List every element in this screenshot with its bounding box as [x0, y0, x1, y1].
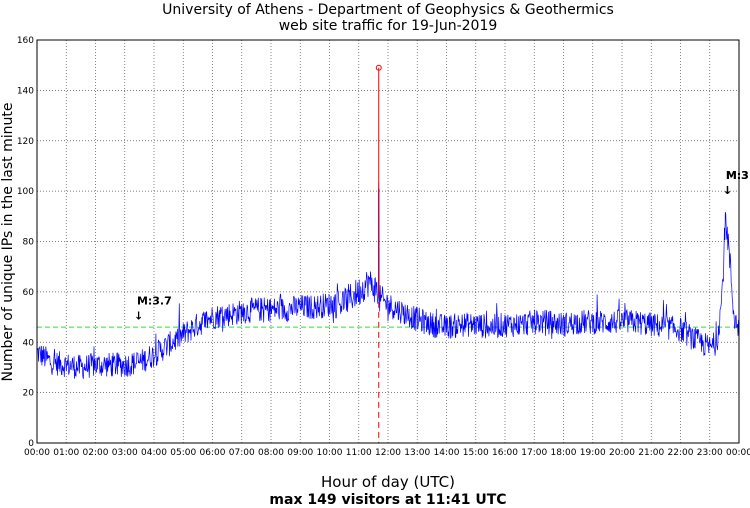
y-tick-label: 0: [28, 439, 34, 449]
x-tick-label: 06:00: [200, 448, 226, 458]
earthquake-annotation-label: M:3.7: [726, 169, 750, 182]
x-tick-label: 00:00: [24, 448, 50, 458]
x-tick-label: 13:00: [404, 448, 430, 458]
x-tick-label: 22:00: [668, 448, 694, 458]
y-tick-label: 100: [17, 187, 34, 197]
x-tick-label: 00:00: [726, 448, 750, 458]
y-tick-label: 20: [23, 389, 35, 399]
x-tick-label: 16:00: [492, 448, 518, 458]
x-tick-label: 10:00: [317, 448, 343, 458]
x-axis-label: Hour of day (UTC): [321, 473, 455, 491]
x-tick-label: 20:00: [609, 448, 635, 458]
plot-frame: [36, 39, 740, 444]
x-tick-label: 23:00: [697, 448, 723, 458]
x-tick-label: 14:00: [434, 448, 460, 458]
y-axis-label: Number of unique IPs in the last minute: [0, 103, 16, 382]
x-tick-label: 01:00: [53, 448, 79, 458]
x-tick-label: 21:00: [638, 448, 664, 458]
max-visitors-caption: max 149 visitors at 11:41 UTC: [269, 492, 506, 508]
y-tick-label: 80: [23, 238, 35, 248]
x-tick-label: 19:00: [580, 448, 606, 458]
earthquake-annotation-label: M:3.7: [137, 295, 172, 308]
x-tick-label: 09:00: [287, 448, 313, 458]
traffic-series-line: [36, 181, 740, 379]
grid: [37, 40, 739, 443]
earthquake-arrow: ↓: [723, 184, 732, 197]
annotations: M:3.7↓M:3.9↓M:3.7↓: [134, 169, 750, 323]
x-tick-label: 12:00: [375, 448, 401, 458]
x-tick-label: 18:00: [551, 448, 577, 458]
y-tick-label: 40: [23, 338, 35, 348]
x-tick-label: 11:00: [346, 448, 372, 458]
x-ticks: 00:00 01:00 02:00 03:00 04:00 05:00 06:00 07:00…: [24, 448, 750, 458]
x-tick-label: 15:00: [463, 448, 489, 458]
x-tick-label: 07:00: [229, 448, 255, 458]
earthquake-annotation-label: M:3.9: [726, 169, 750, 182]
y-tick-label: 120: [17, 137, 34, 147]
chart-title: University of Athens - Department of Geo…: [162, 2, 614, 18]
x-tick-label: 17:00: [521, 448, 547, 458]
x-tick-label: 03:00: [112, 448, 138, 458]
y-ticks: 0 20 40 60 80 100 120 140 160: [17, 36, 34, 449]
earthquake-arrow: ↓: [134, 310, 143, 323]
x-tick-label: 04:00: [141, 448, 167, 458]
max-marker-dot: [375, 64, 382, 71]
chart-subtitle: web site traffic for 19-Jun-2019: [279, 18, 498, 34]
y-tick-label: 160: [17, 36, 34, 46]
earthquake-arrow: ↓: [723, 184, 732, 197]
x-tick-label: 08:00: [258, 448, 284, 458]
x-tick-label: 05:00: [170, 448, 196, 458]
y-tick-label: 140: [17, 86, 34, 96]
y-tick-label: 60: [23, 288, 35, 298]
x-tick-label: 02:00: [83, 448, 109, 458]
